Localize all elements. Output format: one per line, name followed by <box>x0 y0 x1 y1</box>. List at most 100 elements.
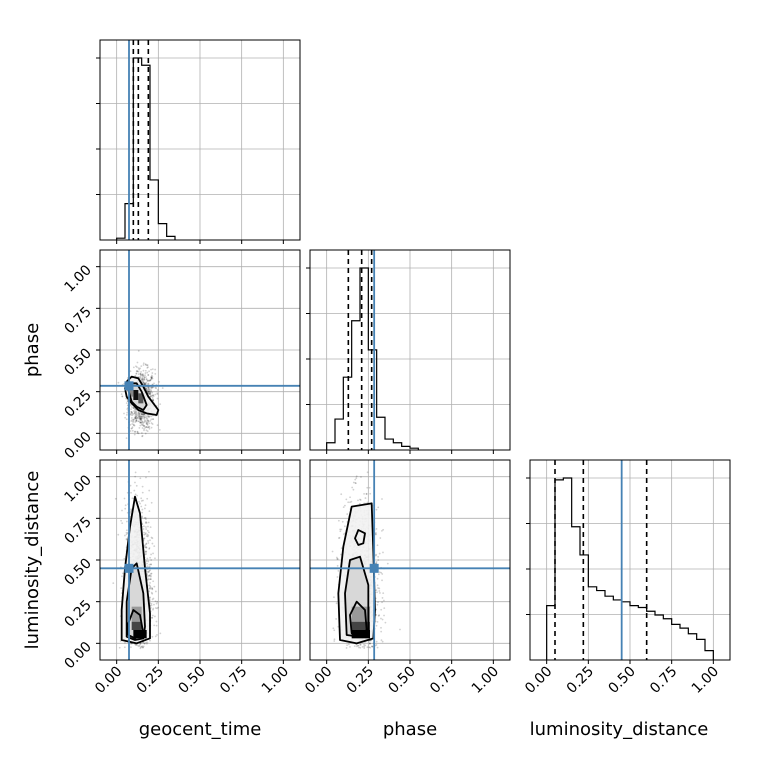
sample-point <box>333 638 336 641</box>
sample-point <box>341 520 344 523</box>
truth-marker <box>124 381 134 391</box>
sample-point <box>148 584 151 587</box>
sample-point <box>147 560 150 563</box>
sample-point <box>366 486 369 489</box>
sample-point <box>147 542 150 544</box>
sample-point <box>149 392 152 394</box>
sample-point <box>141 416 143 419</box>
sample-point <box>146 565 149 568</box>
sample-point <box>140 374 143 376</box>
sample-point <box>153 624 156 627</box>
sample-point <box>146 371 149 374</box>
sample-point <box>146 557 149 560</box>
contour-line <box>120 495 151 645</box>
sample-point <box>154 600 157 603</box>
sample-point <box>148 370 150 373</box>
sample-point <box>139 477 142 480</box>
sample-point <box>140 371 142 373</box>
sample-point <box>146 426 149 429</box>
sample-point <box>138 414 141 417</box>
sample-point <box>143 377 146 380</box>
sample-point <box>149 585 152 587</box>
sample-point <box>144 544 147 546</box>
sample-point <box>146 424 149 426</box>
sample-point <box>145 426 148 429</box>
density-bin <box>131 621 142 630</box>
truth-marker <box>369 563 379 573</box>
sample-point <box>333 629 336 632</box>
sample-point <box>156 392 159 395</box>
sample-point <box>380 617 382 620</box>
sample-point <box>151 368 154 370</box>
sample-point <box>143 642 146 645</box>
sample-point <box>140 415 143 418</box>
sample-point <box>147 416 150 418</box>
sample-point <box>147 382 150 385</box>
sample-point <box>375 643 378 646</box>
sample-point <box>145 422 148 425</box>
sample-point <box>130 417 133 419</box>
sample-point <box>153 603 155 606</box>
sample-point <box>337 519 340 522</box>
sample-point <box>146 364 148 367</box>
sample-point <box>144 522 147 524</box>
sample-point <box>375 508 378 511</box>
sample-point <box>375 560 378 563</box>
sample-point <box>148 547 151 549</box>
sample-point <box>143 379 146 381</box>
sample-point <box>150 572 153 575</box>
sample-point <box>134 416 137 419</box>
sample-point <box>144 532 147 535</box>
sample-point <box>336 576 339 578</box>
sample-point <box>139 373 142 376</box>
sample-point <box>139 418 142 421</box>
sample-point <box>147 387 150 390</box>
panel-content <box>100 460 300 660</box>
sample-point <box>148 510 151 513</box>
sample-point <box>131 419 134 421</box>
sample-point <box>145 429 148 432</box>
sample-point <box>139 417 142 420</box>
sample-point <box>129 423 132 426</box>
sample-point <box>141 511 144 514</box>
sample-point <box>152 597 155 600</box>
sample-point <box>141 516 143 519</box>
sample-point <box>136 644 139 647</box>
sample-point <box>131 429 134 432</box>
sample-point <box>149 386 152 389</box>
sample-point <box>144 414 146 417</box>
sample-point <box>357 499 359 502</box>
sample-point <box>132 406 135 409</box>
sample-point <box>151 394 154 397</box>
sample-point <box>381 618 384 621</box>
sample-point <box>133 412 136 415</box>
sample-point <box>136 494 139 497</box>
sample-point <box>136 431 139 433</box>
sample-point <box>147 578 150 581</box>
sample-point <box>359 646 362 649</box>
sample-point <box>132 418 135 421</box>
sample-point <box>117 381 120 384</box>
sample-point <box>147 391 150 393</box>
sample-point <box>152 418 155 421</box>
sample-point <box>124 534 126 537</box>
sample-point <box>363 493 365 495</box>
sample-point <box>149 587 151 590</box>
sample-point <box>140 421 143 424</box>
sample-point <box>142 528 145 530</box>
sample-point <box>386 562 389 565</box>
sample-point <box>363 645 366 648</box>
sample-point <box>136 361 139 364</box>
sample-point <box>131 423 134 425</box>
sample-point <box>133 416 136 419</box>
sample-point <box>123 497 126 500</box>
sample-point <box>145 476 147 479</box>
sample-point <box>146 562 148 565</box>
sample-point <box>147 386 150 389</box>
sample-point <box>142 414 144 417</box>
sample-point <box>376 591 378 594</box>
sample-point <box>154 590 157 593</box>
sample-point <box>140 417 143 420</box>
sample-point <box>147 421 149 423</box>
sample-point <box>135 372 138 375</box>
